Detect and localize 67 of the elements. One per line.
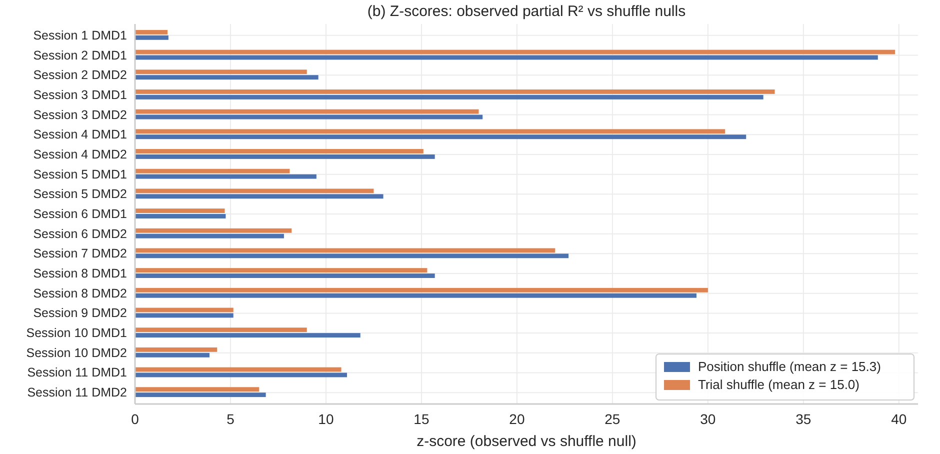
bar — [135, 174, 316, 179]
bar — [135, 268, 428, 273]
bar — [135, 168, 290, 174]
bar — [135, 94, 764, 100]
bar — [135, 35, 168, 40]
bar — [135, 333, 360, 338]
bar — [135, 328, 307, 332]
y-tick-label: Session 5 DMD2 — [33, 187, 128, 202]
bar — [135, 372, 347, 378]
x-tick-label: 15 — [414, 411, 430, 427]
y-tick-label: Session 6 DMD1 — [33, 207, 128, 221]
x-tick-label: 35 — [796, 411, 812, 427]
x-tick-label: 0 — [131, 411, 140, 427]
y-tick-label: Session 3 DMD2 — [33, 108, 128, 122]
y-tick-label: Session 11 DMD2 — [27, 386, 128, 400]
y-tick-label: Session 4 DMD1 — [33, 128, 128, 142]
bar — [135, 274, 435, 278]
bar — [135, 228, 292, 233]
bar — [135, 248, 556, 253]
bar — [135, 134, 746, 140]
bar — [135, 75, 318, 80]
bar — [135, 154, 435, 159]
bar — [135, 50, 896, 54]
y-tick-label: Session 6 DMD2 — [33, 226, 128, 241]
bar — [135, 313, 234, 318]
x-tick-label: 40 — [891, 411, 907, 427]
chart-title: (b) Z-scores: observed partial R² vs shuffle nulls — [367, 3, 686, 20]
y-tick-label: Session 8 DMD2 — [33, 286, 128, 300]
legend-label: Trial shuffle (mean z = 15.0) — [698, 377, 860, 392]
bar — [135, 208, 225, 213]
y-tick-label: Session 11 DMD1 — [27, 366, 128, 380]
y-tick-label: Session 8 DMD1 — [33, 266, 128, 281]
bar — [135, 55, 878, 60]
y-tick-label: Session 10 DMD2 — [26, 346, 128, 360]
y-tick-label: Session 4 DMD2 — [33, 147, 128, 162]
bar — [135, 392, 266, 398]
bar — [135, 188, 374, 194]
x-tick-label: 5 — [226, 411, 235, 427]
bar — [135, 293, 696, 298]
bar — [135, 70, 307, 74]
x-tick-label: 25 — [604, 411, 620, 427]
bar — [135, 387, 260, 392]
bar — [135, 109, 479, 114]
x-axis-title: z-score (observed vs shuffle null) — [416, 433, 636, 450]
bar — [135, 149, 424, 154]
y-tick-label: Session 9 DMD2 — [33, 306, 128, 320]
y-tick-label: Session 10 DMD1 — [26, 326, 128, 340]
bar — [135, 89, 775, 94]
x-tick-label: 20 — [509, 411, 525, 427]
bar — [135, 30, 168, 34]
bar — [135, 214, 226, 218]
bar — [135, 347, 218, 352]
bar — [135, 288, 708, 292]
legend-label: Position shuffle (mean z = 15.3) — [698, 359, 881, 374]
y-tick-label: Session 7 DMD2 — [33, 246, 128, 261]
y-tick-label: Session 1 DMD1 — [33, 28, 128, 42]
y-tick-label: Session 5 DMD1 — [33, 167, 128, 182]
x-tick-label: 10 — [318, 411, 334, 427]
x-tick-label: 30 — [700, 411, 716, 427]
y-tick-label: Session 3 DMD1 — [33, 88, 128, 102]
bar — [135, 234, 284, 238]
bar — [135, 194, 384, 199]
y-tick-label: Session 2 DMD2 — [33, 68, 128, 82]
bar — [135, 129, 726, 134]
y-tick-label: Session 2 DMD1 — [33, 48, 128, 62]
bar — [135, 352, 210, 358]
bar — [135, 254, 569, 258]
